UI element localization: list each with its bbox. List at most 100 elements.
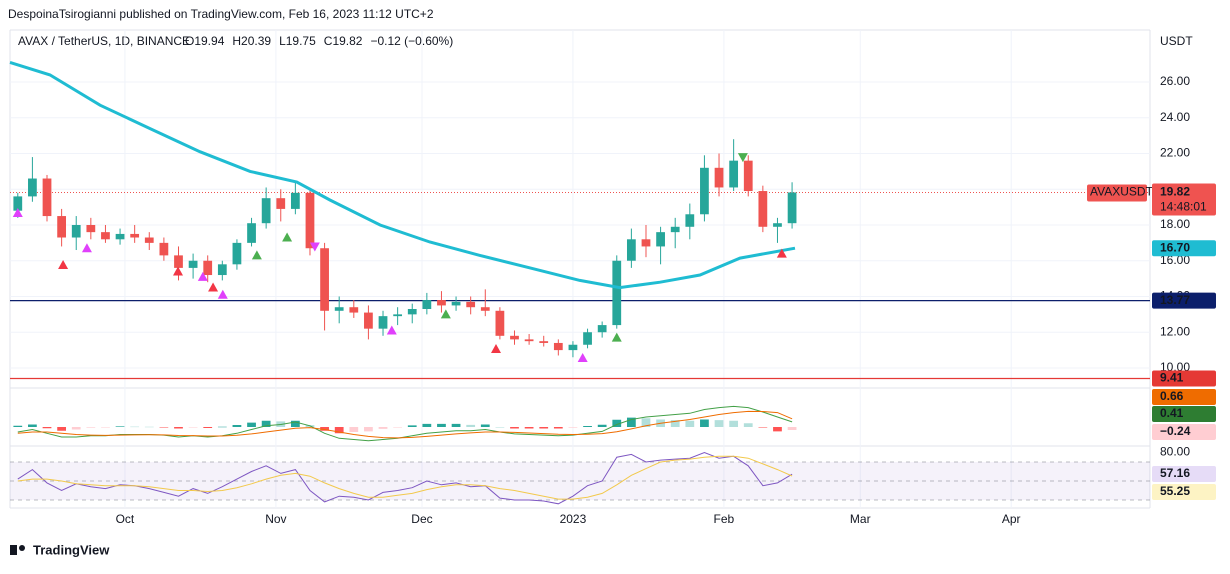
candle-body (247, 223, 256, 243)
candle-body (305, 192, 315, 249)
price-tag-bg (1152, 466, 1216, 482)
price-tag-bg (1152, 406, 1216, 422)
rsi-tick-label: 80.00 (1160, 445, 1190, 459)
candle-body (422, 300, 432, 310)
candle-body (407, 309, 417, 315)
macd-hist (188, 427, 198, 428)
macd-hist (714, 420, 724, 427)
candle-body (188, 260, 198, 268)
logo (10, 545, 25, 555)
macd-line (17, 410, 793, 439)
macd-hist (247, 422, 256, 427)
price-tag-bg (1152, 424, 1216, 440)
price-tag: 0.41 (1160, 406, 1184, 420)
rsi-line (17, 451, 793, 505)
y-tick-label: 12.00 (1160, 324, 1190, 338)
macd-hist (349, 427, 359, 432)
macd-hist (670, 420, 680, 427)
candle-body (583, 332, 592, 345)
rsi-line (17, 455, 793, 500)
macd-hist (641, 418, 651, 427)
macd-hist (524, 427, 534, 429)
macd-hist (232, 425, 242, 427)
y-tick-label: 24.00 (1160, 110, 1190, 124)
candle-body (349, 307, 359, 313)
y-tick-label: 18.00 (1160, 217, 1190, 231)
macd-hist (42, 427, 52, 429)
footer: TradingView (33, 542, 110, 557)
x-tick-label: Nov (265, 512, 286, 526)
candle-body (524, 339, 534, 342)
price-tag: −0.24 (1160, 424, 1191, 438)
candle-body (174, 255, 183, 268)
candle-body (553, 342, 563, 351)
candle-body (510, 335, 519, 340)
candle-body (101, 232, 110, 240)
candle-body (261, 198, 271, 224)
signal-marker (217, 289, 228, 299)
candle-body (378, 316, 388, 329)
x-tick-label: Feb (714, 512, 735, 526)
macd-hist (553, 427, 563, 429)
ma-line (9, 60, 796, 290)
candle-body (130, 233, 140, 238)
macd-hist (393, 427, 403, 428)
macd-hist (787, 427, 797, 430)
macd-hist (758, 427, 768, 428)
signal-marker (776, 248, 787, 258)
y-tick-label: 26.00 (1160, 74, 1190, 88)
signal-marker (309, 242, 320, 252)
candle-body (115, 233, 125, 240)
candle-body (729, 160, 739, 188)
price-tag: 55.25 (1160, 484, 1190, 498)
macd-hist (378, 427, 388, 429)
macd-hist (422, 423, 432, 427)
macd-hist (290, 420, 300, 427)
candle-body (700, 167, 709, 215)
signal-marker (197, 271, 208, 281)
candle-body (758, 191, 768, 227)
candle-body (773, 223, 782, 227)
candle-body (203, 260, 213, 276)
symbol: AVAX / TetherUS, 1D, BINANCE (18, 34, 190, 48)
candle-body (451, 301, 461, 306)
candle-body (320, 248, 329, 311)
candle-body (57, 216, 67, 238)
currency: USDT (1160, 34, 1193, 48)
macd-hist (144, 426, 154, 428)
macd-hist (626, 417, 636, 427)
price-tag: 9.41 (1160, 371, 1184, 385)
x-tick-label: 2023 (560, 512, 587, 526)
candle-body (714, 167, 724, 188)
signal-marker (577, 352, 588, 362)
candle-body (787, 192, 797, 224)
macd-hist (174, 427, 183, 429)
x-tick-label: Oct (116, 512, 135, 526)
macd-hist (203, 427, 213, 428)
header: DespoinaTsirogianni published on Trading… (8, 7, 434, 21)
x-tick-label: Dec (411, 512, 432, 526)
signal-marker (173, 266, 184, 276)
ohlc-label: O19.94 (185, 34, 225, 48)
macd-hist (320, 427, 329, 431)
signal-marker (208, 282, 219, 292)
candle-body (13, 196, 23, 211)
macd-hist (685, 420, 695, 427)
macd-hist (495, 427, 505, 428)
macd-hist (437, 423, 446, 427)
candle-body (42, 178, 52, 217)
candle-body (276, 198, 286, 209)
candle-body (568, 344, 578, 351)
candle-body (656, 232, 665, 247)
x-tick-label: Apr (1002, 512, 1021, 526)
macd-hist (407, 425, 417, 427)
price-tag-bg (1152, 484, 1216, 500)
macd-hist (451, 423, 461, 427)
macd-hist (71, 427, 81, 430)
ticker-bg (1087, 184, 1147, 202)
macd-hist (466, 424, 476, 427)
candle-body (28, 178, 37, 197)
candle-body (670, 226, 680, 233)
signal-marker (490, 344, 501, 354)
